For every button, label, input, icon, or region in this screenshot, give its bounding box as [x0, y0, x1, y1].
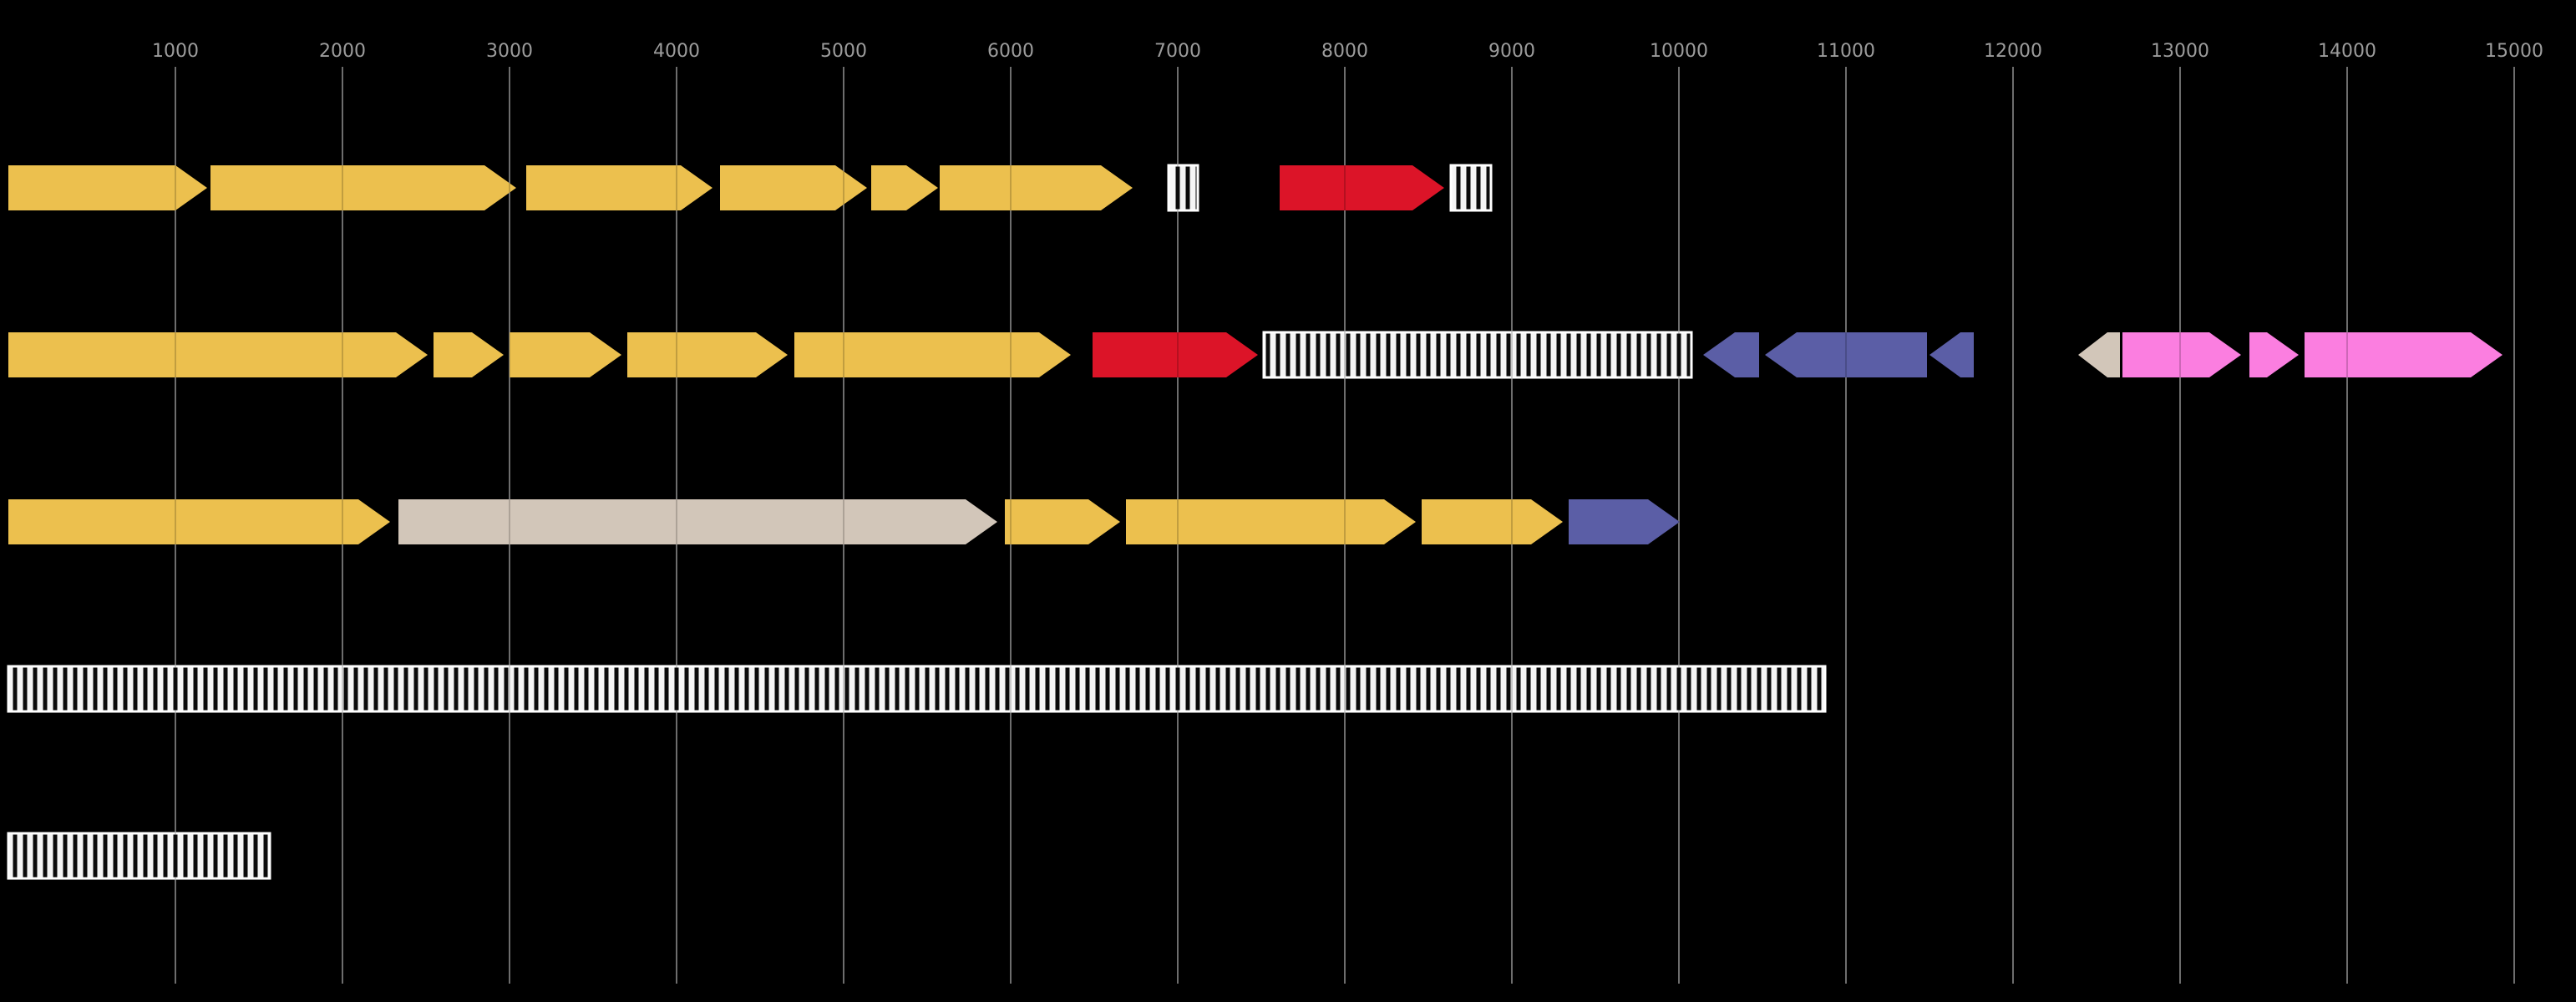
gene-arrow-gold — [720, 165, 867, 210]
axis-tick-label: 15000 — [2485, 41, 2543, 62]
cluster-row-5 — [7, 832, 271, 880]
axis-tick-label: 5000 — [820, 41, 867, 62]
gene-arrow-red — [1093, 332, 1258, 377]
axis-tick-label: 8000 — [1321, 41, 1368, 62]
cluster-row-4 — [7, 665, 1827, 713]
gene-arrow-red — [1280, 165, 1444, 210]
gene-arrow-blue — [1569, 499, 1680, 544]
axis-tick-label: 4000 — [653, 41, 700, 62]
gene-arrow-gold — [794, 332, 1071, 377]
gene-arrow-tan — [398, 499, 997, 544]
gene-arrow-blue — [1703, 332, 1759, 377]
gene-arrow-pink — [2305, 332, 2502, 377]
axis-tick-label: 7000 — [1154, 41, 1201, 62]
gene-arrow-gold — [8, 499, 390, 544]
gene-arrow-gold — [627, 332, 788, 377]
gene-arrow-gold — [1422, 499, 1563, 544]
axis-tick-label: 12000 — [1984, 41, 2042, 62]
gene-arrow-gold — [8, 332, 428, 377]
axis-tick-label: 11000 — [1817, 41, 1875, 62]
axis-tick-label: 13000 — [2151, 41, 2209, 62]
gene-hatched-box — [1449, 164, 1493, 212]
gene-arrow-gold — [871, 165, 938, 210]
gene-arrow-blue — [1765, 332, 1927, 377]
gene-hatched-box — [7, 665, 1827, 713]
axis-tick-label: 6000 — [987, 41, 1034, 62]
axis-tick-label: 14000 — [2318, 41, 2376, 62]
cluster-row-3 — [8, 499, 1680, 544]
cluster-row-1 — [8, 164, 1493, 212]
gridlines — [175, 67, 2515, 984]
gene-arrow-gold — [1005, 499, 1120, 544]
gene-arrow-gold — [1126, 499, 1416, 544]
axis-tick-label: 3000 — [486, 41, 533, 62]
gene-hatched-box — [1167, 164, 1199, 212]
gene-arrow-gold — [8, 165, 207, 210]
gene-arrow-pink — [2122, 332, 2241, 377]
axis-tick-label: 10000 — [1650, 41, 1708, 62]
axis-tick-label: 2000 — [319, 41, 366, 62]
gene-arrow-pink — [2249, 332, 2299, 377]
gene-arrow-gold — [510, 332, 621, 377]
gridline-overlay — [175, 67, 2515, 984]
axis-tick-labels: 1000 2000 3000 4000 5000 6000 7000 8000 9000 1000… — [152, 41, 2543, 62]
cluster-row-2 — [8, 331, 2502, 379]
gene-arrow-gold — [526, 165, 712, 210]
gene-arrow-gold — [940, 165, 1133, 210]
gene-arrow-blue — [1929, 332, 1974, 377]
axis-tick-label: 1000 — [152, 41, 199, 62]
gene-arrow-gold — [434, 332, 504, 377]
axis-tick-label: 9000 — [1488, 41, 1535, 62]
gene-arrow-gold — [210, 165, 516, 210]
gene-hatched-box — [1262, 331, 1693, 379]
gene-arrow-tan — [2078, 332, 2120, 377]
gene-hatched-box — [7, 832, 271, 880]
